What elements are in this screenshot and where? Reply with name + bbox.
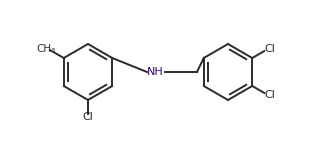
Text: Cl: Cl [264,45,275,55]
Text: CH₃: CH₃ [36,44,55,54]
Text: Cl: Cl [82,112,94,122]
Text: NH: NH [147,67,163,77]
Text: Cl: Cl [264,90,275,100]
